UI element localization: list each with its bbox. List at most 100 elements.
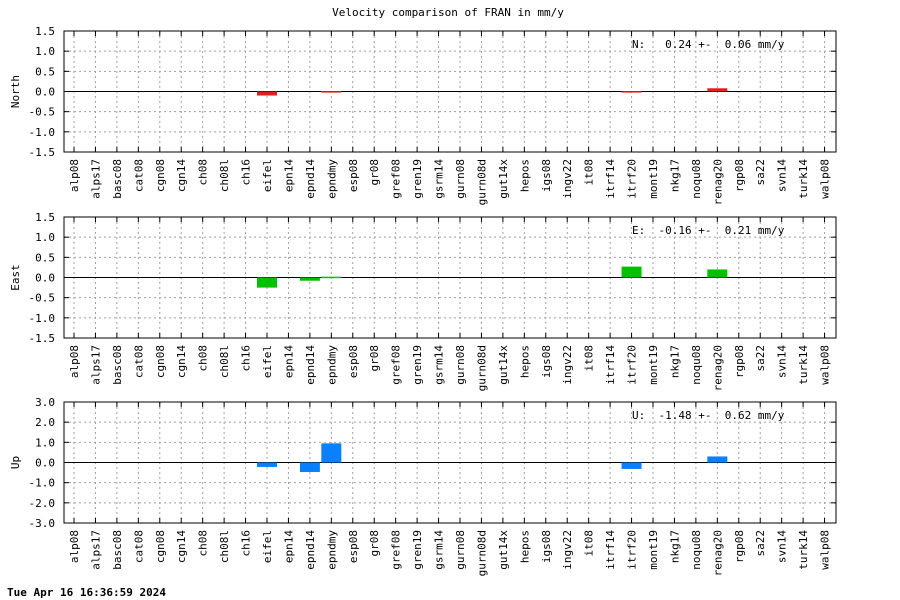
x-tick-label: gurn08d (475, 530, 488, 576)
bar-north-renag20 (707, 88, 728, 92)
x-tick-label: mont19 (647, 159, 660, 199)
x-tick-label: basc08 (111, 530, 124, 570)
x-tick-label: hepos (518, 345, 531, 378)
y-tick-label: 1.5 (35, 211, 55, 224)
x-tick-label: alps17 (89, 159, 102, 199)
x-tick-label: nkg17 (668, 159, 681, 192)
x-tick-label: gr08 (368, 530, 381, 557)
x-tick-label: gurn08 (454, 159, 467, 199)
x-tick-label: it08 (583, 530, 596, 557)
x-tick-label: rgp08 (733, 530, 746, 563)
x-tick-label: cgn14 (175, 530, 188, 563)
y-tick-label: 1.5 (35, 25, 55, 38)
x-tick-label: epndmy (325, 345, 338, 385)
x-tick-label: alp08 (68, 530, 81, 563)
x-tick-label: it08 (583, 345, 596, 372)
x-tick-label: svn14 (776, 159, 789, 192)
x-tick-label: cat08 (132, 345, 145, 378)
x-tick-label: itrf14 (604, 345, 617, 385)
x-tick-label: ch16 (240, 159, 253, 186)
bar-east-epnd14 (299, 277, 320, 281)
x-tick-label: walp08 (819, 159, 832, 199)
x-tick-label: cat08 (132, 159, 145, 192)
y-tick-label: 0.0 (35, 272, 55, 285)
y-tick-label: -1.5 (29, 332, 56, 345)
x-tick-label: igs08 (540, 345, 553, 378)
x-tick-label: gref08 (390, 345, 403, 385)
x-tick-label: alps17 (89, 530, 102, 570)
x-tick-label: renag20 (711, 530, 724, 576)
x-tick-label: gren19 (411, 530, 424, 570)
x-tick-label: eifel (261, 159, 274, 192)
bar-east-renag20 (707, 269, 728, 278)
x-tick-label: hepos (518, 530, 531, 563)
plot-frame (63, 30, 837, 153)
x-tick-label: epndmy (325, 159, 338, 199)
x-tick-label: walp08 (819, 345, 832, 385)
stat-annotation: E: -0.16 +- 0.21 mm/y (632, 224, 785, 237)
x-tick-label: ch08l (218, 530, 231, 563)
x-tick-label: epnd14 (304, 345, 317, 385)
x-tick-label: igs08 (540, 530, 553, 563)
x-tick-label: esp08 (347, 530, 360, 563)
bar-east-itrf20 (621, 266, 642, 278)
x-tick-label: ingv22 (561, 159, 574, 199)
x-tick-label: ch08l (218, 345, 231, 378)
x-tick-label: gut14x (497, 345, 510, 385)
x-tick-label: gurn08d (475, 345, 488, 391)
x-tick-label: cat08 (132, 530, 145, 563)
y-tick-label: -1.0 (29, 126, 56, 139)
y-tick-label: 0.0 (35, 457, 55, 470)
x-tick-label: noqu08 (690, 345, 703, 385)
x-tick-label: mont19 (647, 345, 660, 385)
x-tick-label: gurn08d (475, 159, 488, 205)
y-tick-label: 1.0 (35, 436, 55, 449)
x-tick-label: epn14 (282, 159, 295, 192)
x-tick-label: nkg17 (668, 530, 681, 563)
x-tick-label: gsrm14 (433, 159, 446, 199)
stat-annotation: U: -1.48 +- 0.62 mm/y (632, 409, 785, 422)
x-tick-label: rgp08 (733, 345, 746, 378)
bar-up-epndmy (321, 443, 342, 463)
x-tick-label: epndmy (325, 530, 338, 570)
x-tick-label: turk14 (797, 159, 810, 199)
x-tick-label: noqu08 (690, 159, 703, 199)
bar-up-eifel (257, 462, 277, 467)
x-tick-label: turk14 (797, 530, 810, 570)
y-tick-label: -3.0 (29, 517, 56, 530)
x-tick-label: gr08 (368, 345, 381, 372)
x-tick-label: eifel (261, 530, 274, 563)
x-tick-label: alp08 (68, 345, 81, 378)
x-tick-label: nkg17 (668, 345, 681, 378)
x-tick-label: epn14 (282, 530, 295, 563)
y-tick-label: -0.5 (29, 292, 56, 305)
x-tick-label: gut14x (497, 530, 510, 570)
y-axis-label: East (9, 264, 22, 291)
plot-frame (63, 401, 837, 524)
x-tick-label: itrf20 (626, 530, 639, 570)
x-tick-label: gren19 (411, 345, 424, 385)
bar-east-epndmy (321, 276, 342, 279)
y-tick-label: 3.0 (35, 396, 55, 409)
x-tick-label: ingv22 (561, 345, 574, 385)
x-tick-label: cgn08 (154, 530, 167, 563)
bar-north-itrf20 (621, 91, 642, 93)
panel-east: -1.5 -1.0 -0.5 0.0 0.5 1.0 1.5 alp08 alps17 basc0… (9, 211, 837, 391)
x-tick-label: gurn08 (454, 530, 467, 570)
chart-panels: -1.5 -1.0 -0.5 0.0 0.5 1.0 1.5 alp08 alps17 basc0… (9, 25, 837, 576)
x-tick-label: ch08l (218, 159, 231, 192)
y-tick-label: 0.0 (35, 86, 55, 99)
x-tick-label: basc08 (111, 345, 124, 385)
stat-annotation: N: 0.24 +- 0.06 mm/y (632, 38, 785, 51)
x-tick-label: ch08 (197, 530, 210, 557)
bar-north-eifel (257, 91, 277, 96)
x-tick-label: ch08 (197, 159, 210, 186)
x-tick-label: noqu08 (690, 530, 703, 570)
x-tick-label: gren19 (411, 159, 424, 199)
x-tick-label: gref08 (390, 159, 403, 199)
x-tick-label: svn14 (776, 345, 789, 378)
y-tick-label: 0.5 (35, 251, 55, 264)
x-tick-label: itrf14 (604, 159, 617, 199)
x-tick-label: it08 (583, 159, 596, 186)
